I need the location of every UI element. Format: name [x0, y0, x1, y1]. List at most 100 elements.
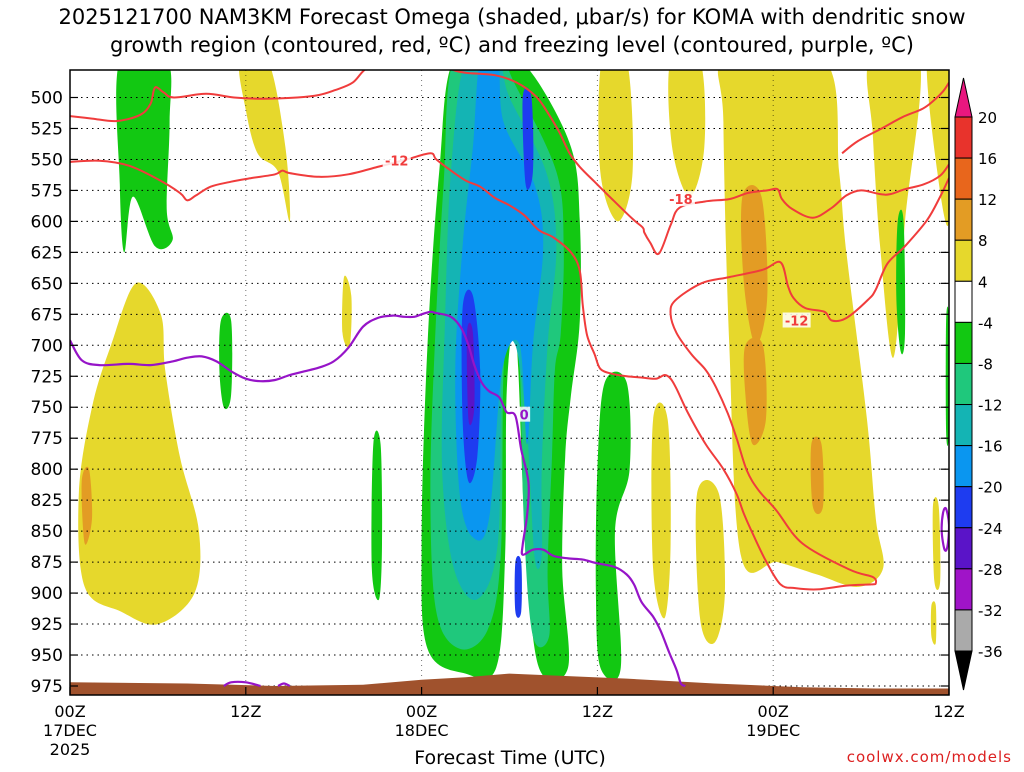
colorbar-label-9: -20: [978, 479, 1003, 497]
y-tick-label-675: 675: [31, 305, 63, 325]
grid-lines: [70, 70, 949, 695]
colorbar-label-6: -8: [978, 355, 993, 373]
colorbar-box-8: [954, 445, 973, 488]
colorbar-label-10: -24: [978, 520, 1003, 538]
colorbar-box-9: [954, 486, 973, 529]
colorbar-legend: 20 16 12 8 4 -4 -8 -12 -16 -20 -24 -28 -32 -36: [954, 77, 1003, 691]
omega-region-14: [81, 466, 93, 545]
omega-region-13: [743, 337, 767, 446]
colorbar-label-1: 16: [978, 150, 997, 168]
x-tick-label-24: 00Z: [406, 702, 437, 721]
y-tick-label-775: 775: [31, 429, 63, 449]
chart-title-line2: growth region (contoured, red, ºC) and f…: [110, 33, 914, 57]
dgz-label-2: -18: [669, 193, 693, 208]
y-tick-label-875: 875: [31, 553, 63, 573]
y-tick-label-975: 975: [31, 677, 63, 697]
dgz-label-0: -12: [385, 155, 409, 170]
dgz-contour-0: [70, 152, 949, 591]
dgz-label-bg-0: [382, 152, 411, 168]
colorbar-label-7: -12: [978, 397, 1003, 415]
colorbar-bottom-arrow: [954, 650, 973, 691]
x-tick-label-60: 12Z: [933, 702, 964, 721]
y-tick-label-900: 900: [31, 584, 63, 604]
y-tick-label-850: 850: [31, 522, 63, 542]
dgz-label-bg-3: [782, 312, 811, 328]
ground-terrain: [70, 673, 949, 695]
x-tick-date-48: 19DEC: [746, 721, 800, 740]
y-tick-label-625: 625: [31, 243, 63, 263]
colorbar-label-2: 12: [978, 191, 997, 209]
omega-region-9: [926, 70, 949, 226]
omega-region-17: [219, 312, 233, 410]
y-tick-label-950: 950: [31, 646, 63, 666]
omega-region-3: [598, 70, 634, 222]
freezing-contour-1: [223, 680, 261, 688]
x-axis-label: Forecast Time (UTC): [414, 747, 605, 768]
omega-region-1: [238, 70, 291, 222]
y-tick-label-525: 525: [31, 119, 63, 139]
omega-shading: [78, 70, 949, 682]
credit-text: coolwx.com/models: [847, 748, 1012, 766]
dgz-contours: [70, 70, 949, 591]
omega-region-10: [932, 497, 941, 590]
freezing-label-0: 0: [520, 409, 529, 424]
plot-frame: [69, 69, 950, 696]
x-tick-date-24: 18DEC: [395, 721, 449, 740]
omega-region-27: [522, 87, 534, 190]
colorbar-box-6: [954, 362, 973, 406]
omega-region-11: [930, 601, 937, 645]
x-tick-label-0: 00Z: [54, 702, 85, 721]
omega-region-12: [741, 184, 768, 346]
freezing-contour-3: [940, 506, 949, 552]
colorbar-box-11: [954, 568, 973, 611]
omega-region-6: [695, 479, 726, 645]
y-tick-label-550: 550: [31, 150, 63, 170]
colorbar-box-4: [954, 280, 973, 323]
ground-fill: [70, 673, 949, 695]
colorbar-label-11: -28: [978, 561, 1003, 579]
omega-region-15: [810, 436, 824, 515]
chart-title-line1: 2025121700 NAM3KM Forecast Omega (shaded…: [58, 5, 965, 29]
colorbar-label-4: 4: [978, 273, 988, 291]
contour-labels: -12 -18 -18 -12 0: [382, 56, 811, 424]
colorbar-label-5: -4: [978, 314, 993, 332]
colorbar-box-1: [954, 157, 973, 200]
colorbar-box-2: [954, 198, 973, 241]
x-tick-label-48: 00Z: [758, 702, 789, 721]
colorbar-box-0: [954, 116, 973, 159]
colorbar-box-10: [954, 527, 973, 570]
y-tick-label-700: 700: [31, 336, 63, 356]
omega-region-16: [116, 70, 173, 253]
colorbar-label-3: 8: [978, 232, 988, 250]
freezing-contour-2: [277, 682, 291, 688]
y-tick-label-750: 750: [31, 398, 63, 418]
y-tick-label-925: 925: [31, 615, 63, 635]
omega-region-18: [371, 430, 383, 601]
colorbar-label-0: 20: [978, 109, 997, 127]
colorbar-label-13: -36: [978, 643, 1003, 661]
dgz-label-1: -18: [463, 56, 487, 71]
dgz-contour-2: [841, 82, 949, 155]
x-tick-label-36: 12Z: [582, 702, 613, 721]
omega-region-8: [866, 70, 921, 358]
y-tick-label-600: 600: [31, 212, 63, 232]
omega-region-4: [668, 70, 706, 197]
y-tick-label-725: 725: [31, 367, 63, 387]
dgz-label-bg-2: [666, 191, 695, 207]
dgz-label-3: -12: [785, 315, 809, 330]
colorbar-box-3: [954, 239, 973, 282]
x-tick-year-0: 2025: [50, 740, 91, 759]
y-tick-label-575: 575: [31, 181, 63, 201]
colorbar-label-12: -32: [978, 602, 1003, 620]
dgz-contour-1: [70, 70, 949, 256]
omega-region-5: [651, 402, 671, 619]
omega-region-20: [595, 371, 631, 681]
colorbar-label-8: -16: [978, 438, 1003, 456]
x-tick-date-0: 17DEC: [43, 721, 97, 740]
freezing-contour-0: [70, 310, 686, 688]
colorbar-box-5: [954, 321, 973, 364]
omega-region-28: [514, 555, 522, 618]
